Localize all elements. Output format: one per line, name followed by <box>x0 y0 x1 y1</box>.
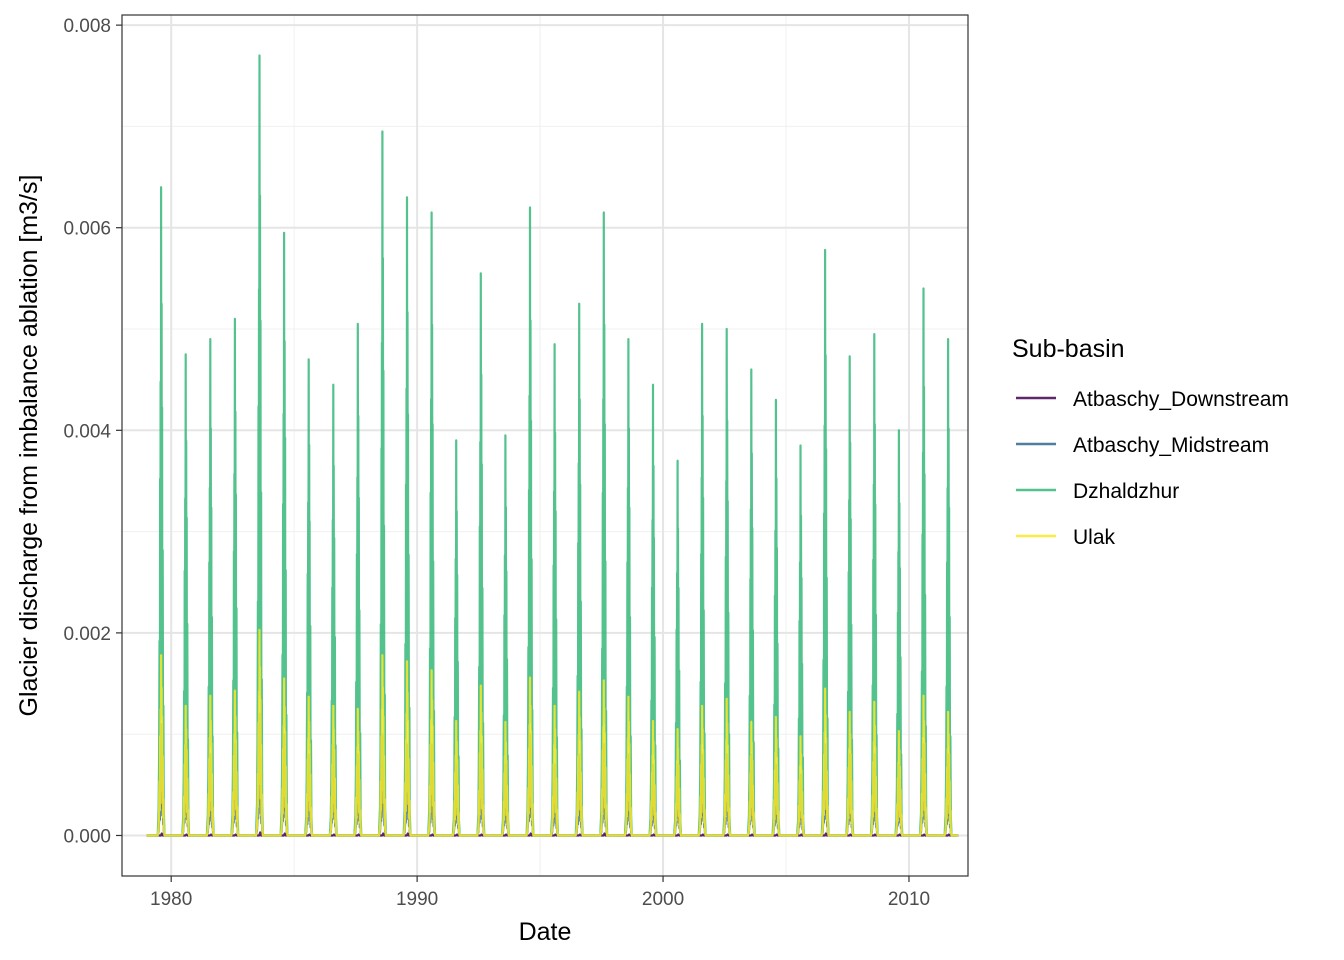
x-axis-title: Date <box>519 918 572 946</box>
legend: Sub-basin Atbaschy_Downstream Atbaschy_Mi… <box>1012 335 1289 549</box>
axes: 1980 1990 2000 2010 0.000 0.002 0.004 0.006 0.00… <box>63 16 930 910</box>
series-line-dzhaldzhur <box>146 54 959 837</box>
x-tick-label: 2010 <box>888 889 930 910</box>
legend-label: Dzhaldzhur <box>1073 480 1179 503</box>
grid <box>122 15 968 876</box>
legend-label: Atbaschy_Midstream <box>1073 434 1269 457</box>
x-tick-label: 2000 <box>642 889 684 910</box>
x-tick-label: 1980 <box>150 889 192 910</box>
y-tick-label: 0.002 <box>63 624 111 645</box>
series-layer <box>146 54 959 837</box>
series-line-atbaschy-downstream <box>146 831 959 837</box>
legend-label: Atbaschy_Downstream <box>1073 388 1289 411</box>
y-tick-label: 0.006 <box>63 219 111 240</box>
x-tick-label: 1990 <box>396 889 438 910</box>
y-tick-label: 0.000 <box>63 826 111 847</box>
legend-title: Sub-basin <box>1012 335 1125 363</box>
series-line-ulak <box>146 628 959 837</box>
plot-panel-border <box>121 14 969 877</box>
legend-label: Ulak <box>1073 526 1116 549</box>
y-axis-title: Glacier discharge from imbalance ablatio… <box>15 175 43 717</box>
y-tick-label: 0.008 <box>63 16 111 37</box>
y-tick-label: 0.004 <box>63 421 111 442</box>
